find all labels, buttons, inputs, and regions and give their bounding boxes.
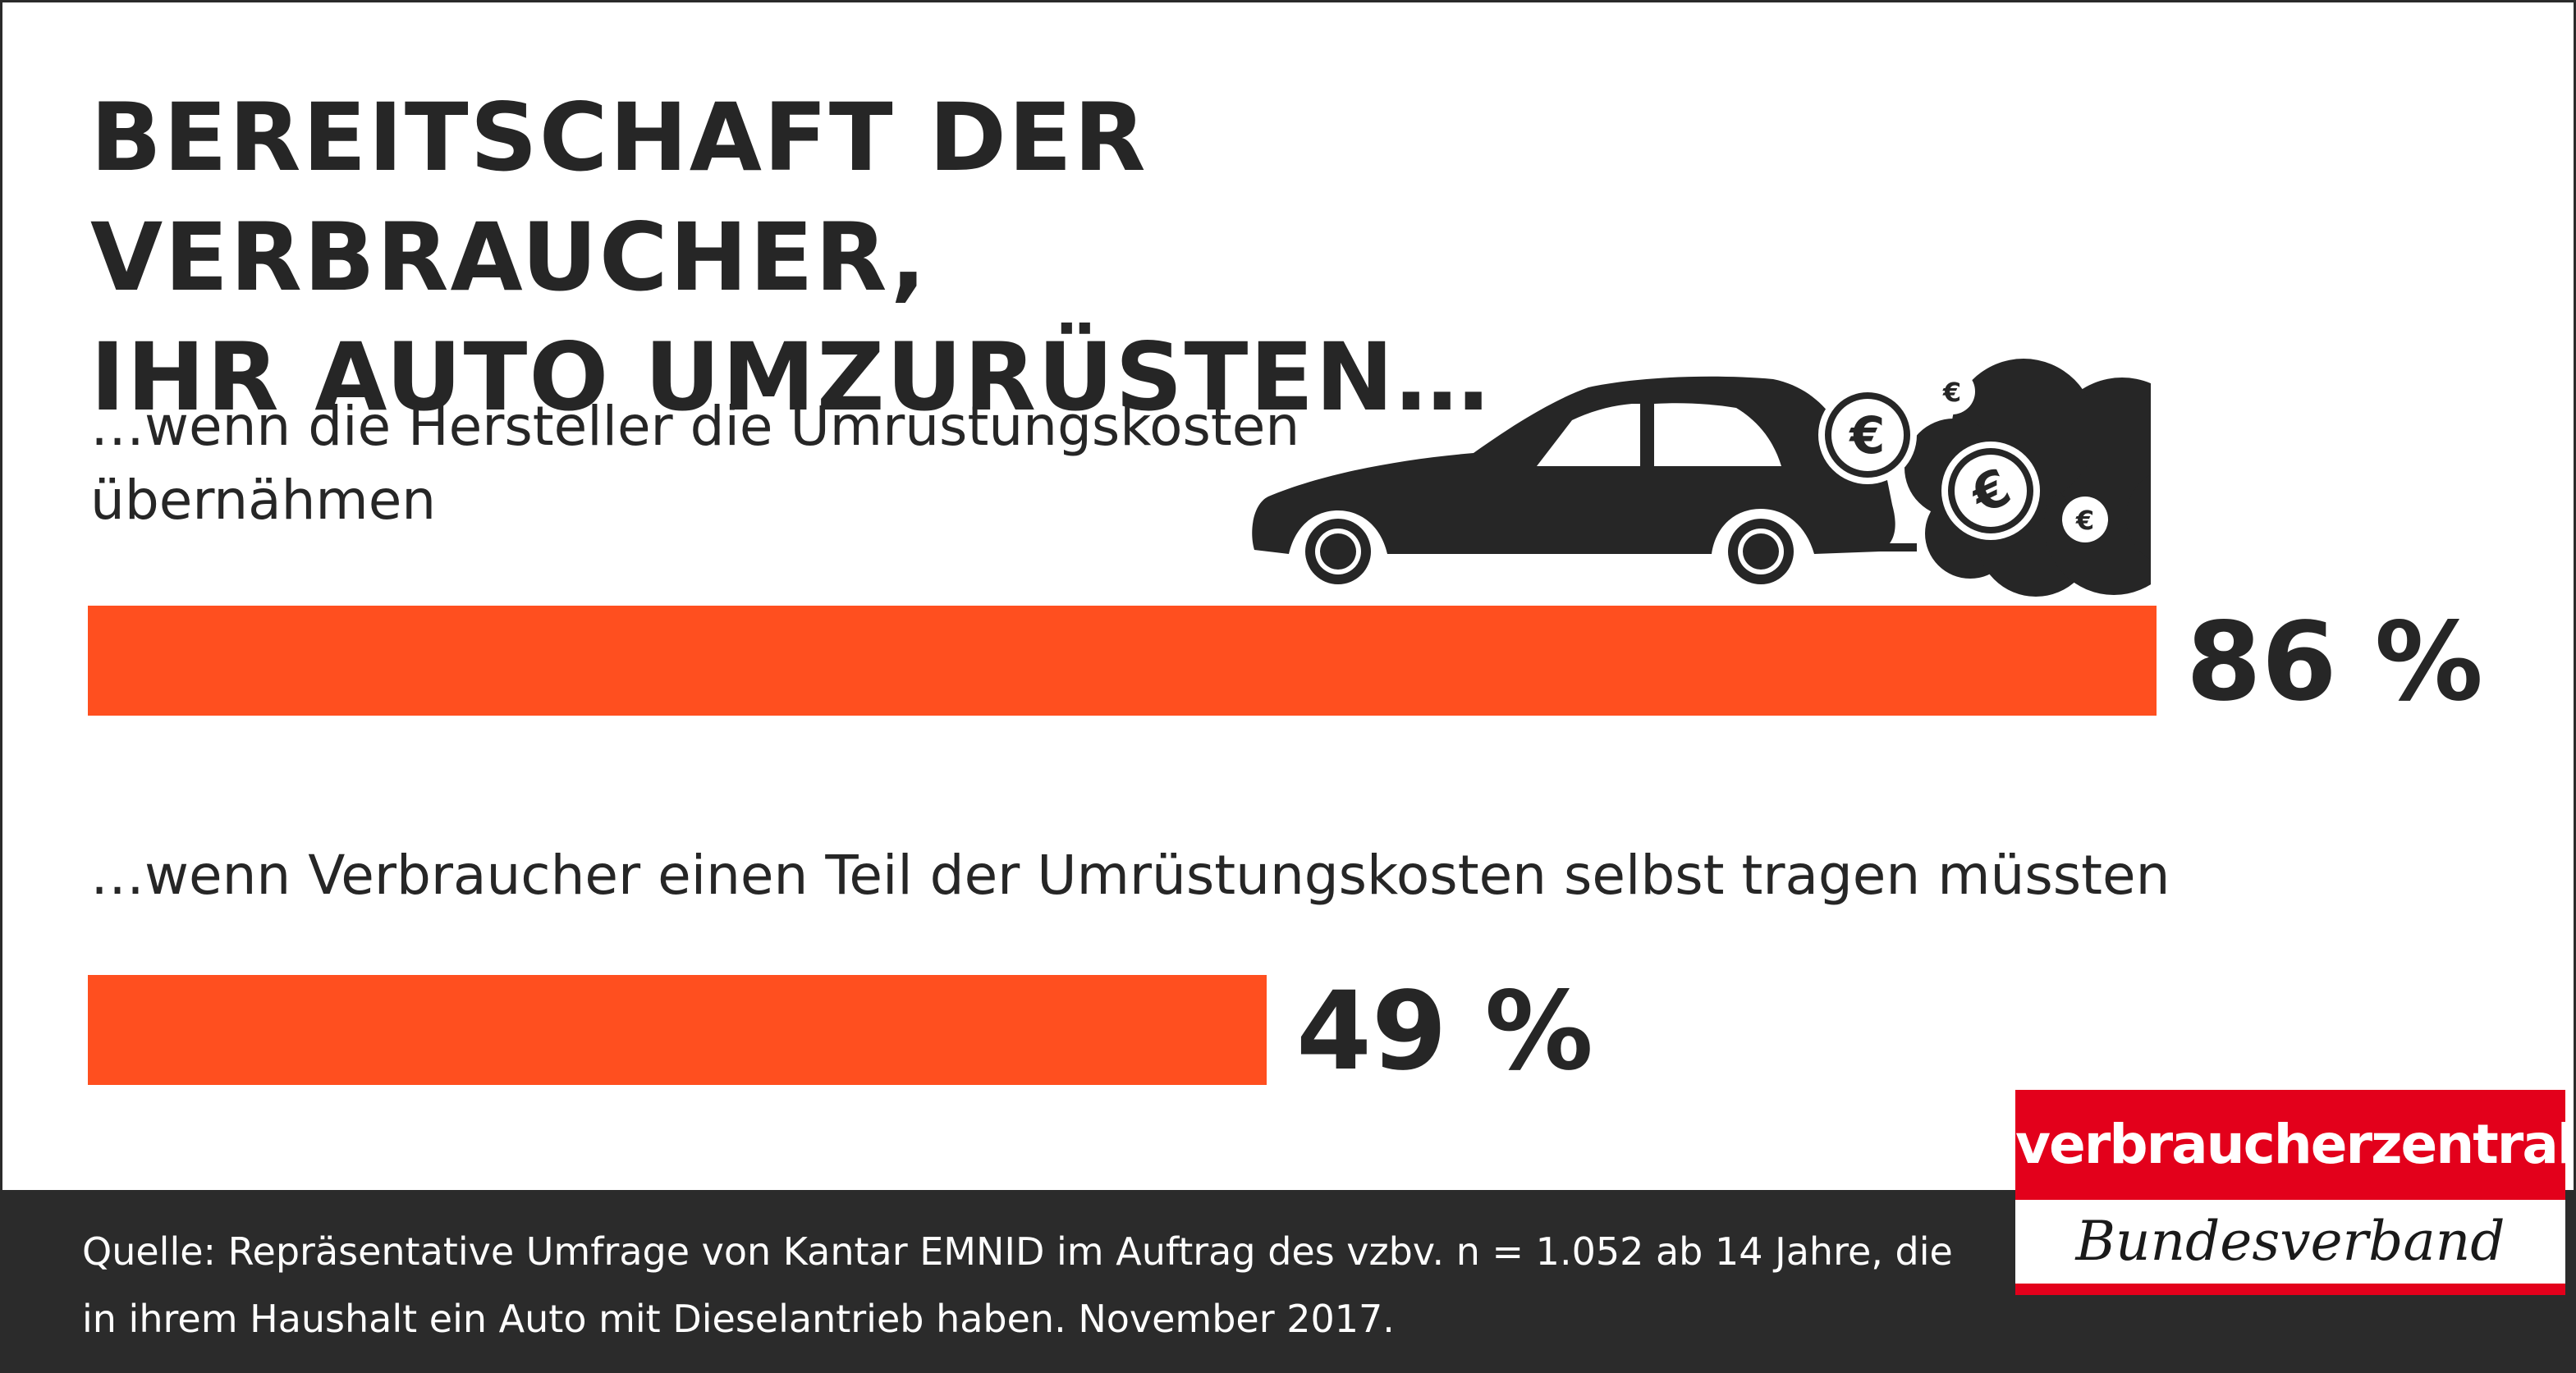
euro-coin-icon: € € € € [1818, 368, 2108, 542]
vzbv-logo: verbraucherzentrale Bundesverband [2015, 1090, 2576, 1295]
exhaust-cloud-icon [1904, 359, 2151, 597]
car-icon [1252, 376, 1917, 591]
chart-title-line-2: IHR AUTO UMZURÜSTEN… [90, 323, 1491, 432]
chart-title-line-1: BEREITSCHAFT DER VERBRAUCHER, [90, 83, 1148, 312]
euro-symbol-4: € [2075, 505, 2094, 536]
chart-title: BEREITSCHAFT DER VERBRAUCHER, IHR AUTO U… [90, 78, 1978, 437]
logo-bottom-panel: Bundesverband [2015, 1200, 2565, 1295]
euro-symbol-3: € [1942, 377, 1961, 408]
category-label-1: …wenn die Hersteller die Umrüstungskoste… [90, 390, 1404, 538]
logo-wordmark: verbraucherzentrale [2015, 1113, 2576, 1176]
category-label-1-line-2: übernähmen [90, 469, 437, 532]
logo-top-panel: verbraucherzentrale [2015, 1090, 2576, 1200]
logo-subtitle: Bundesverband [2075, 1210, 2505, 1273]
category-label-1-line-1: …wenn die Hersteller die Umrüstungskoste… [90, 395, 1300, 458]
source-note-line-2: in ihrem Haushalt ein Auto mit Dieselant… [82, 1297, 1395, 1341]
source-note: Quelle: Repräsentative Umfrage von Kanta… [82, 1218, 1970, 1352]
euro-symbol-1: € [1848, 405, 1885, 465]
value-label-2: 49 % [1296, 968, 1593, 1095]
bar-2 [88, 975, 1267, 1085]
bar-1 [88, 606, 2157, 716]
car-exhaust-illustration: € € € € [1252, 359, 2151, 597]
source-note-line-1: Quelle: Repräsentative Umfrage von Kanta… [82, 1229, 1953, 1274]
category-label-2: …wenn Verbraucher einen Teil der Umrüstu… [90, 839, 2307, 913]
category-label-2-line-1: …wenn Verbraucher einen Teil der Umrüstu… [90, 844, 2170, 907]
value-label-1: 86 % [2186, 599, 2483, 725]
